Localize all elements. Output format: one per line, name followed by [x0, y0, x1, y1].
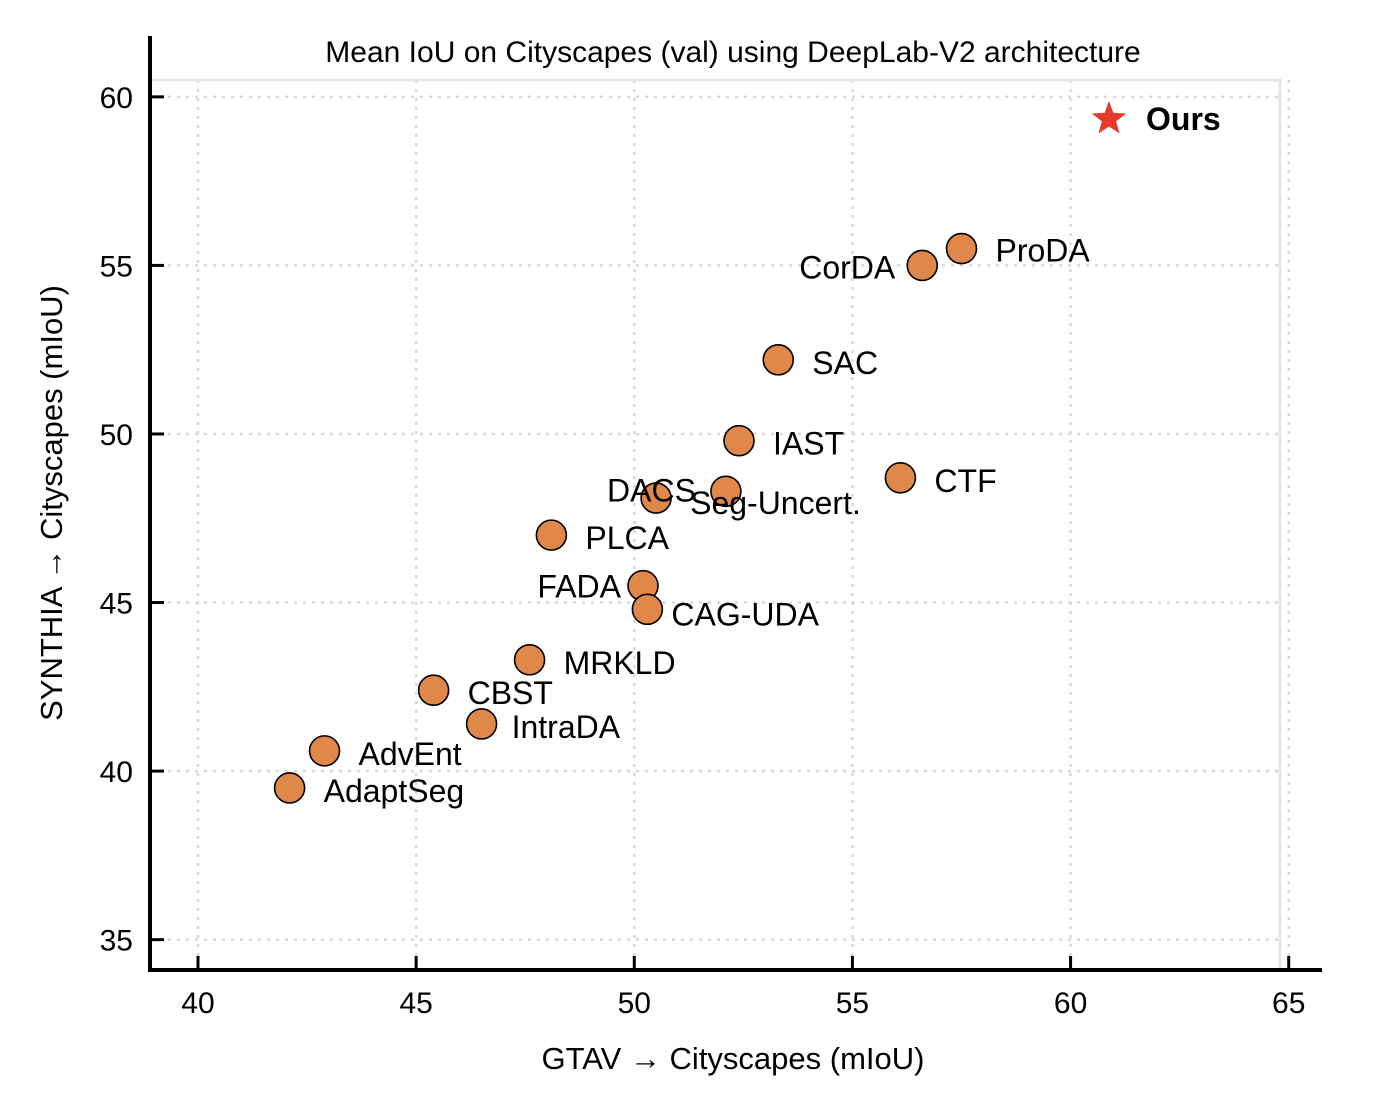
point-label: IAST	[773, 426, 844, 462]
data-point	[906, 249, 939, 282]
point-label: FADA	[537, 569, 621, 605]
point-label: IntraDA	[512, 709, 621, 745]
point-label: DACS	[607, 472, 696, 508]
point-label: AdvEnt	[359, 736, 462, 772]
legend-label-ours: Ours	[1146, 101, 1221, 137]
data-point	[762, 344, 795, 376]
legend-star-icon	[1091, 101, 1127, 134]
x-tick-label: 50	[618, 987, 651, 1020]
x-tick-label: 55	[836, 987, 869, 1020]
x-tick-label: 60	[1054, 987, 1087, 1020]
data-point	[535, 519, 568, 551]
point-label: PLCA	[585, 520, 669, 556]
point-label: SAC	[812, 345, 878, 381]
y-tick-label: 50	[100, 419, 133, 452]
data-point	[273, 772, 306, 804]
y-ticks: 35 40 45 50 55 60	[100, 82, 164, 958]
y-tick-label: 35	[100, 925, 133, 958]
x-ticks: 40 45 50 55 60 65	[181, 956, 1305, 1020]
point-label: CBST	[468, 675, 553, 711]
grid	[150, 80, 1290, 970]
y-axis-label: SYNTHIA → Cityscapes (mIoU)	[34, 285, 69, 721]
plot-frame	[148, 78, 1282, 972]
chart-title: Mean IoU on Cityscapes (val) using DeepL…	[325, 36, 1140, 69]
data-point	[723, 424, 755, 457]
data-point	[308, 735, 341, 767]
point-label: CTF	[934, 463, 996, 499]
data-point	[417, 674, 450, 706]
x-axis-label: GTAV → Cityscapes (mIoU)	[542, 1041, 925, 1076]
point-label: AdaptSeg	[324, 773, 465, 809]
x-tick-label: 40	[181, 987, 214, 1020]
data-points	[273, 232, 978, 804]
x-tick-label: 45	[399, 987, 432, 1020]
y-tick-label: 60	[100, 82, 133, 115]
data-point	[945, 232, 978, 265]
data-point	[710, 475, 742, 508]
point-label: Seg-Uncert.	[690, 485, 861, 521]
data-point	[884, 462, 917, 494]
y-tick-label: 55	[100, 250, 133, 283]
point-label: CorDA	[799, 249, 896, 285]
data-point	[640, 482, 672, 514]
y-tick-label: 45	[100, 588, 133, 621]
data-point	[513, 644, 546, 676]
point-label: MRKLD	[564, 645, 676, 681]
data-point	[631, 593, 664, 626]
point-label: CAG-UDA	[671, 596, 819, 632]
point-label: ProDA	[996, 233, 1091, 269]
x-tick-label: 65	[1272, 987, 1305, 1020]
legend: Ours	[1091, 101, 1221, 137]
y-tick-label: 40	[100, 756, 133, 789]
data-point	[465, 708, 498, 740]
